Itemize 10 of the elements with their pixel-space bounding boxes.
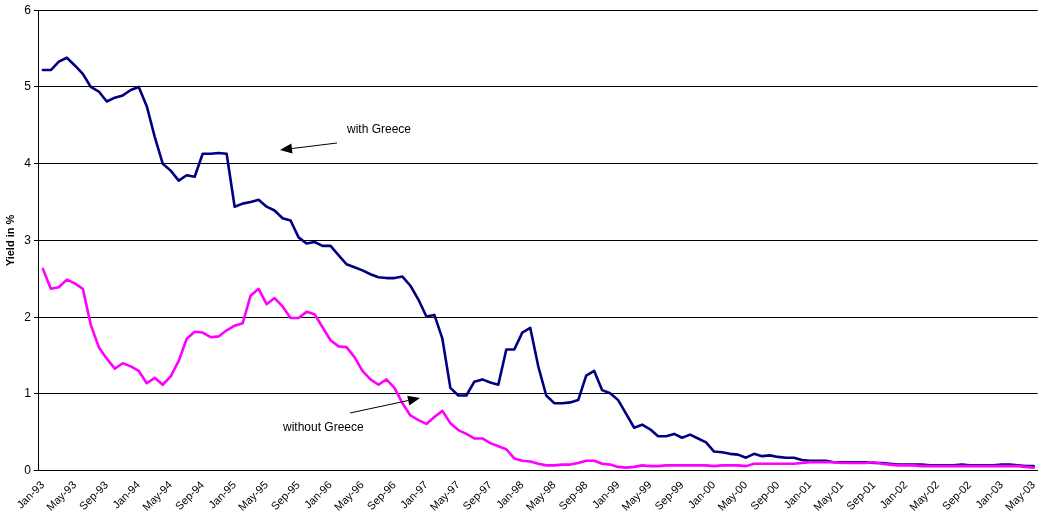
y-tick-label: 6 (24, 2, 32, 17)
annotation: with Greece (346, 122, 412, 137)
y-tick-label: 1 (24, 386, 32, 401)
y-tick-label: 4 (24, 156, 32, 171)
annotation: without Greece (282, 420, 365, 435)
y-axis-title: Yield in % (3, 214, 16, 267)
y-tick-label: 5 (24, 79, 32, 94)
y-tick-label: 0 (24, 463, 32, 478)
y-tick-label: 2 (24, 309, 32, 324)
y-tick-label: 3 (24, 232, 32, 247)
